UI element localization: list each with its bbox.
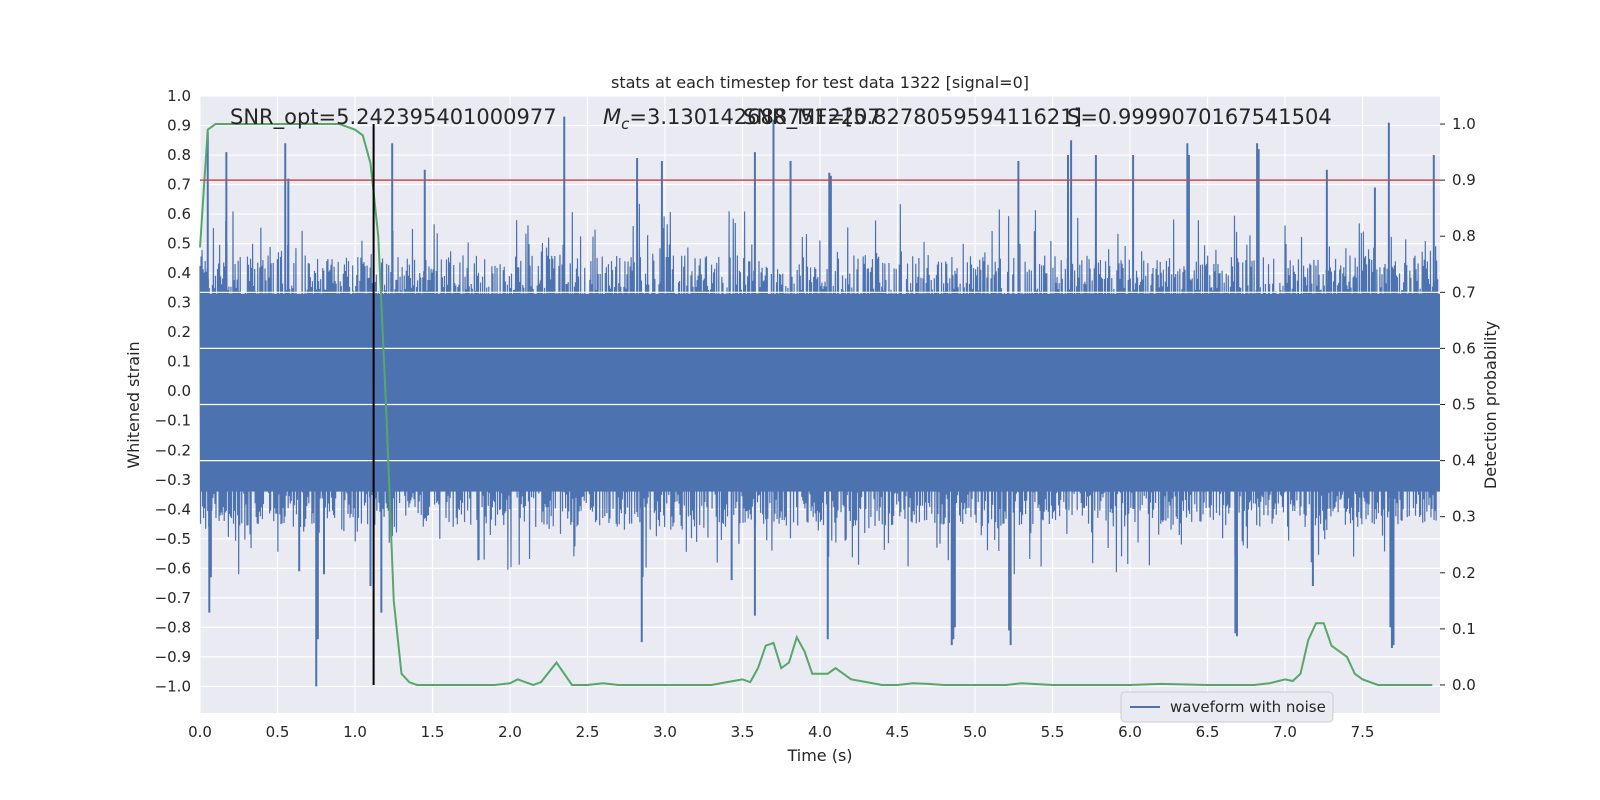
- y-tick-label: −1.0: [155, 677, 191, 695]
- x-tick-label: 7.0: [1273, 723, 1297, 741]
- y-axis-label: Whitened strain: [124, 341, 143, 468]
- y-tick-labels: 1.0 0.9 0.8 0.7 0.6 0.5 0.4 0.3 0.2 0.1 0.0 −0.1 −0.…: [155, 87, 191, 695]
- y2-tick-label: 0.4: [1452, 452, 1476, 470]
- legend-label-waveform: waveform with noise: [1170, 698, 1326, 716]
- y-tick-label: −0.7: [155, 589, 191, 607]
- series-waveform-with-noise: [199, 116, 1440, 687]
- y-tick-label: 0.3: [167, 294, 191, 312]
- x-tick-label: 7.5: [1351, 723, 1375, 741]
- x-tick-label: 1.5: [421, 723, 445, 741]
- y2-tick-label: 0.6: [1452, 339, 1476, 357]
- y2-tick-label: 0.1: [1452, 620, 1476, 638]
- annotation-snr-mf: SNR_MF=[5.827805959411621]: [743, 105, 1082, 130]
- x-tick-label: 3.0: [653, 723, 677, 741]
- y-tick-label: −0.6: [155, 559, 191, 577]
- y2-tick-label: 0.7: [1452, 283, 1476, 301]
- x-tick-label: 4.5: [886, 723, 910, 741]
- y-tick-label: −0.9: [155, 648, 191, 666]
- y-tick-label: −0.2: [155, 441, 191, 459]
- y-tick-label: 0.9: [167, 117, 191, 135]
- y-tick-label: 0.2: [167, 323, 191, 341]
- y2-tick-label: 0.8: [1452, 227, 1476, 245]
- x-axis-label: Time (s): [786, 746, 852, 765]
- y-tick-label: −0.3: [155, 471, 191, 489]
- y-tick-label: 0.0: [167, 382, 191, 400]
- waveform-core-band: [200, 293, 1440, 492]
- y-tick-label: 0.6: [167, 205, 191, 223]
- series-detection-probability: [199, 123, 1433, 687]
- x-tick-labels: 0.0 0.5 1.0 1.5 2.0 2.5 3.0 3.5 4.0 4.5 5.0 5.5 6.0 6…: [188, 723, 1374, 741]
- annotation-s-value: S=0.9999070167541504: [1067, 105, 1332, 129]
- y2-tick-label: 0.9: [1452, 171, 1476, 189]
- x-tick-label: 5.0: [963, 723, 987, 741]
- y-tick-label: 0.7: [167, 176, 191, 194]
- y-tick-label: −0.4: [155, 500, 191, 518]
- annotation-snr-opt: SNR_opt=5.242395401000977: [230, 105, 557, 130]
- annotation-chirp-mass: Mc=3.1301426887512207: [603, 105, 881, 133]
- y-tick-label: 0.8: [167, 146, 191, 164]
- x-tick-label: 0.5: [266, 723, 290, 741]
- y-tick-label: 0.4: [167, 264, 191, 282]
- y2-tick-label: 0.2: [1452, 564, 1476, 582]
- x-tick-label: 6.0: [1118, 723, 1142, 741]
- y-tick-label: 0.5: [167, 235, 191, 253]
- y2-tick-labels: 1.0 0.9 0.8 0.7 0.6 0.5 0.4 0.3 0.2 0.1 0.0: [1452, 115, 1476, 694]
- y-tick-label: 1.0: [167, 87, 191, 105]
- y-tick-label: −0.1: [155, 412, 191, 430]
- y2-gridlines: [1440, 123, 1445, 686]
- x-tick-label: 5.5: [1041, 723, 1065, 741]
- y2-tick-label: 0.5: [1452, 396, 1476, 414]
- y2-tick-label: 0.0: [1452, 676, 1476, 694]
- x-tick-label: 6.5: [1196, 723, 1220, 741]
- chart-title: stats at each timestep for test data 132…: [611, 73, 1029, 92]
- y-tick-label: −0.8: [155, 618, 191, 636]
- annotation-chirp-mass-value: =3.1301426887512207: [629, 105, 880, 129]
- x-tick-label: 1.0: [343, 723, 367, 741]
- y2-tick-label: 1.0: [1452, 115, 1476, 133]
- y-tick-label: 0.1: [167, 353, 191, 371]
- annotation-chirp-mass-subscript: c: [621, 115, 630, 133]
- annotation-chirp-mass-symbol: M: [603, 105, 621, 129]
- legend: waveform with noise: [1120, 691, 1334, 723]
- y2-tick-label: 0.3: [1452, 508, 1476, 526]
- y2-axis-label: Detection probability: [1481, 321, 1500, 489]
- x-tick-label: 4.0: [808, 723, 832, 741]
- y-tick-label: −0.5: [155, 530, 191, 548]
- x-tick-label: 2.5: [576, 723, 600, 741]
- x-tick-label: 2.0: [498, 723, 522, 741]
- x-tick-label: 0.0: [188, 723, 212, 741]
- x-tick-label: 3.5: [731, 723, 755, 741]
- legend-box: [1120, 691, 1334, 723]
- detection-probability-line: [199, 123, 1433, 687]
